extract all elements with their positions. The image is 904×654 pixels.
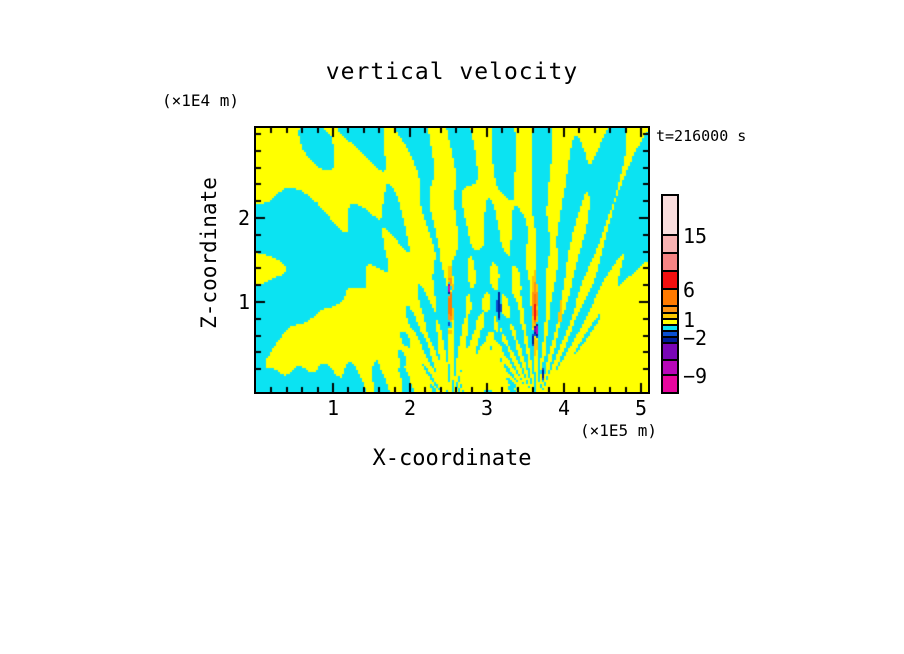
colorbar-tick-label: −2 [683, 326, 708, 350]
colorbar-segment [663, 338, 677, 344]
colorbar-tick-label: 1 [683, 308, 696, 332]
y-axis-unit-label: (×1E4 m) [162, 91, 240, 110]
colorbar-segment [663, 320, 677, 326]
y-tick-label: 1 [237, 290, 250, 315]
colorbar-segment [663, 196, 677, 236]
colorbar-segment [663, 344, 677, 361]
y-axis-title: Z-coordinate [197, 177, 221, 329]
colorbar-tick-label: 15 [683, 224, 708, 248]
x-axis-title: X-coordinate [372, 446, 532, 471]
y-tick-label: 2 [237, 205, 250, 230]
time-label: t=216000 s [656, 127, 747, 145]
x-tick-label: 1 [326, 396, 340, 420]
x-tick-label: 5 [635, 396, 648, 420]
colorbar [661, 194, 679, 394]
colorbar-segment [663, 236, 677, 254]
colorbar-segment [663, 290, 677, 307]
colorbar-segment [663, 332, 677, 338]
colorbar-segment [663, 307, 677, 314]
colorbar-segment [663, 314, 677, 320]
plot-frame [254, 126, 650, 394]
x-tick-label: 2 [403, 396, 417, 420]
x-tick-label: 4 [558, 396, 571, 420]
colorbar-tick-label: −9 [683, 364, 708, 388]
x-tick-label: 3 [481, 396, 494, 420]
colorbar-segment [663, 376, 677, 392]
x-axis-unit-label: (×1E5 m) [579, 421, 657, 440]
colorbar-segment [663, 326, 677, 332]
colorbar-segment [663, 254, 677, 272]
colorbar-tick-label: 6 [683, 278, 696, 302]
colorbar-segment [663, 361, 677, 376]
heatmap-canvas [256, 128, 648, 392]
colorbar-segment [663, 272, 677, 290]
plot-title: vertical velocity [325, 59, 579, 85]
